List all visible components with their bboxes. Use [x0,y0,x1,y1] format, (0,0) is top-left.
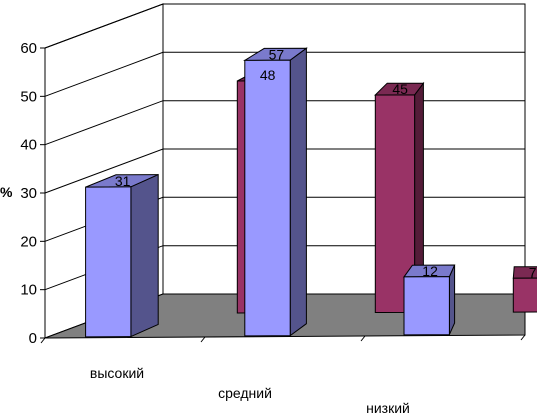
bar-front [85,186,132,338]
data-labels: 48 45 7 31 57 12 [115,46,537,280]
y-tick-label: 40 [20,137,37,154]
y-tick-label: 50 [20,88,37,105]
data-label: 31 [115,173,131,189]
bar-front [512,277,537,313]
x-tick-mark [200,336,206,343]
data-label: 7 [529,264,537,280]
y-axis: 0 10 20 30 40 50 60 [20,40,45,347]
data-label: 45 [392,81,408,97]
x-tick-label: средний [218,385,272,401]
bar-front [374,94,416,314]
x-tick-mark [520,334,526,341]
gridline [44,51,525,97]
bar-2-3 [512,266,537,313]
bar-front [244,59,291,337]
bar-1-1 [85,173,159,338]
y-tick-label: 60 [20,40,37,57]
y-tick-label: 30 [20,185,37,202]
y-axis-label: % [0,184,13,200]
bar-side [130,173,159,338]
bar-top [512,266,537,279]
x-tick-label: высокий [90,365,144,381]
data-label: 57 [269,46,285,62]
y-tick-label: 10 [20,282,37,299]
data-label: 48 [260,67,276,83]
y-tick-label: 20 [20,233,37,250]
bar-side [289,47,307,337]
bar-front [403,276,450,336]
gridline [44,3,525,49]
x-axis: высокий средний низкий [40,334,526,416]
x-tick-label: низкий [366,400,410,416]
data-label: 12 [422,263,438,279]
x-tick-mark [360,335,366,342]
x-tick-mark [40,337,46,344]
series-1-bars [85,47,456,338]
y-tick-label: 0 [29,330,37,347]
bar-1-2 [243,47,308,337]
bar-1-3 [403,264,456,336]
